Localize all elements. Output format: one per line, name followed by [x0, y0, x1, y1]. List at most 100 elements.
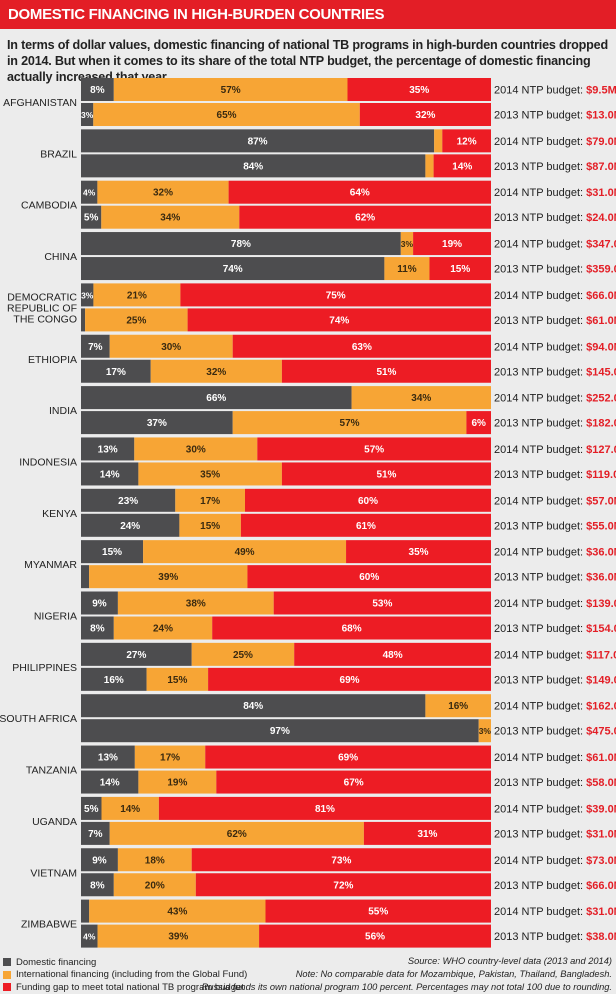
- country-label: PHILIPPINES: [12, 662, 77, 674]
- data-label: 3%: [81, 110, 94, 120]
- country-label: VIETNAM: [30, 867, 77, 879]
- data-label: 65%: [217, 110, 237, 121]
- bar-domestic-2013: [81, 821, 110, 845]
- chart-title: DOMESTIC FINANCING IN HIGH-BURDEN COUNTR…: [0, 0, 616, 29]
- bar-international-2013: [425, 154, 434, 178]
- data-label: 34%: [160, 213, 180, 224]
- data-label: 25%: [126, 315, 146, 326]
- bar-gap-2014: [245, 488, 491, 512]
- budget-label: 2014 NTP budget: $66.0M: [494, 290, 616, 302]
- bar-international-2013: [101, 205, 240, 229]
- country-label: REPUBLIC OF: [7, 302, 77, 314]
- budget-label: 2014 NTP budget: $252.0M: [494, 393, 616, 405]
- data-label: 74%: [223, 264, 243, 275]
- data-label: 34%: [411, 393, 431, 404]
- bar-gap-2013: [216, 770, 492, 794]
- bar-gap-2013: [240, 513, 491, 537]
- bar-international-2014: [191, 642, 295, 666]
- data-label: 8%: [90, 880, 105, 891]
- bar-international-2013: [97, 924, 260, 948]
- budget-label: 2014 NTP budget: $39.0M: [494, 803, 616, 815]
- data-label: 81%: [315, 804, 335, 815]
- bar-domestic-2014: [81, 78, 114, 101]
- country-label: KENYA: [42, 508, 77, 520]
- data-label: 17%: [200, 496, 220, 507]
- data-label: 30%: [186, 444, 206, 455]
- bar-domestic-2013: [81, 103, 94, 126]
- bar-domestic-2014: [81, 129, 435, 153]
- data-label: 78%: [231, 239, 251, 250]
- bar-domestic-2013: [81, 616, 114, 640]
- data-label: 87%: [248, 136, 268, 147]
- country-label: MYANMAR: [24, 559, 77, 571]
- bar-gap-2014: [442, 129, 491, 153]
- data-label: 19%: [167, 778, 187, 789]
- budget-label: 2014 NTP budget: $9.5M: [494, 85, 616, 97]
- bar-gap-2014: [257, 437, 491, 461]
- budget-label: 2014 NTP budget: $61.0M: [494, 752, 616, 764]
- data-label: 24%: [120, 521, 140, 532]
- data-label: 23%: [118, 496, 138, 507]
- bar-domestic-2013: [81, 359, 151, 383]
- data-label: 8%: [90, 624, 105, 635]
- data-label: 14%: [452, 161, 472, 172]
- data-label: 3%: [479, 726, 492, 736]
- country-label: DEMOCRATIC: [7, 291, 77, 303]
- bar-domestic-2013: [81, 154, 426, 178]
- bar-domestic-2014: [81, 796, 102, 820]
- budget-label: 2014 NTP budget: $73.0M: [494, 855, 616, 867]
- legend-swatch: [3, 983, 11, 992]
- data-label: 25%: [233, 650, 253, 661]
- budget-label: 2014 NTP budget: $31.0M: [494, 906, 616, 918]
- data-label: 73%: [331, 855, 351, 866]
- budget-label: 2014 NTP budget: $36.0M: [494, 547, 616, 559]
- budget-label: 2014 NTP budget: $94.0M: [494, 341, 616, 353]
- data-label: 18%: [145, 855, 165, 866]
- bar-domestic-2014: [81, 591, 118, 615]
- source-text: Source: WHO country-level data (2013 and…: [407, 956, 612, 966]
- data-label: 72%: [333, 880, 353, 891]
- data-label: 12%: [457, 136, 477, 147]
- data-label: 4%: [83, 188, 96, 198]
- bar-domestic-2014: [81, 899, 90, 923]
- data-label: 62%: [355, 213, 375, 224]
- data-label: 24%: [153, 624, 173, 635]
- bar-international-2014: [134, 437, 258, 461]
- bar-gap-2014: [273, 591, 491, 615]
- legend-swatch: [3, 970, 11, 979]
- bar-gap-2013: [466, 411, 491, 435]
- country-label: CHINA: [44, 251, 77, 263]
- data-label: 32%: [206, 367, 226, 378]
- data-label: 74%: [329, 315, 349, 326]
- budget-label: 2014 NTP budget: $347.0M: [494, 239, 616, 251]
- bar-gap-2013: [212, 616, 491, 640]
- data-label: 37%: [147, 418, 167, 429]
- bar-international-2013: [146, 667, 209, 691]
- bar-international-2013: [93, 103, 360, 126]
- bar-international-2014: [351, 386, 491, 410]
- data-label: 14%: [100, 469, 120, 480]
- legend-item-domestic: Domestic financing: [3, 956, 247, 969]
- bar-domestic-2014: [81, 642, 192, 666]
- data-label: 35%: [409, 547, 429, 558]
- bar-international-2013: [138, 462, 282, 486]
- country-label: SOUTH AFRICA: [0, 713, 77, 725]
- data-label: 15%: [102, 547, 122, 558]
- data-label: 60%: [359, 572, 379, 583]
- bar-domestic-2014: [81, 180, 98, 204]
- bar-gap-2013: [281, 359, 491, 383]
- country-label: AFGHANISTAN: [3, 97, 77, 109]
- bar-gap-2013: [187, 308, 491, 332]
- data-label: 55%: [368, 907, 388, 918]
- bar-domestic-2014: [81, 694, 426, 718]
- country-label: UGANDA: [32, 816, 77, 828]
- budget-label: 2014 NTP budget: $31.0M: [494, 187, 616, 199]
- budget-label: 2013 NTP budget: $149.0M: [494, 674, 616, 686]
- bar-domestic-2014: [81, 334, 110, 358]
- budget-label: 2013 NTP budget: $55.0M: [494, 520, 616, 532]
- data-label: 16%: [104, 675, 124, 686]
- legend-swatch: [3, 958, 11, 967]
- bar-international-2013: [179, 513, 241, 537]
- data-label: 63%: [352, 342, 372, 353]
- country-label: INDIA: [49, 405, 77, 417]
